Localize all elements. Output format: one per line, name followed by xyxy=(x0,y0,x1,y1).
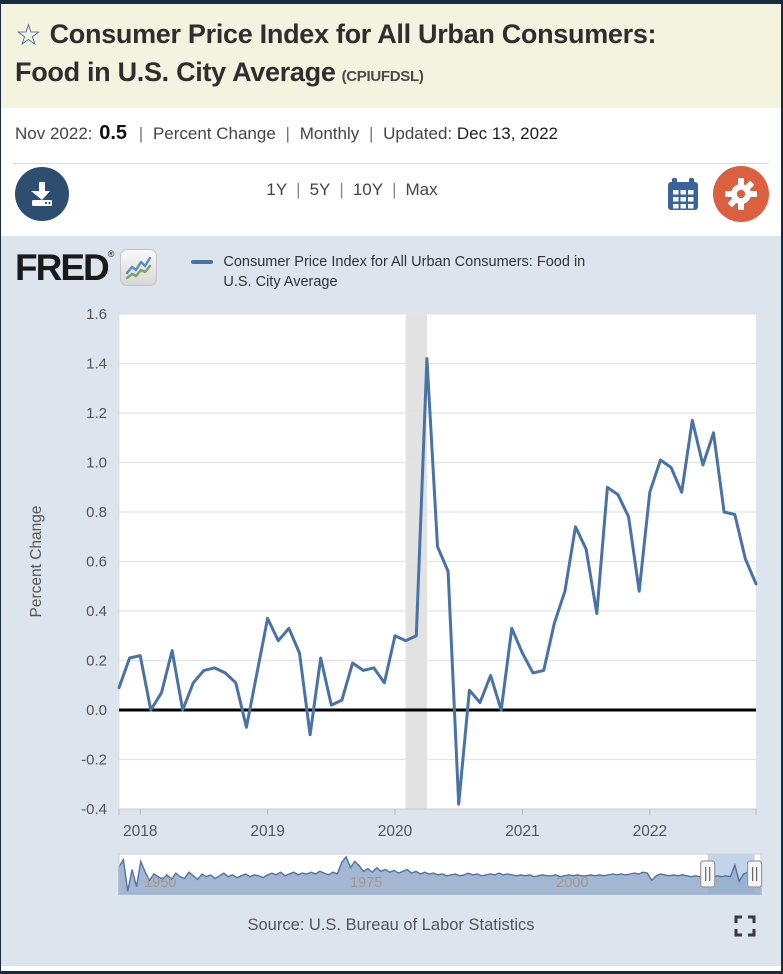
y-tick-label: 1.0 xyxy=(86,455,107,472)
meta-separator: | xyxy=(368,124,374,143)
y-tick-label: 0.0 xyxy=(86,702,107,719)
range-5y[interactable]: 5Y xyxy=(309,180,331,199)
graph-container: FRED ® Consumer Price Index for All Urba… xyxy=(1,236,781,966)
x-tick-label: 2022 xyxy=(633,823,667,840)
range-max[interactable]: Max xyxy=(405,180,438,199)
x-tick-label: 2020 xyxy=(378,823,413,840)
registered-mark: ® xyxy=(107,249,115,259)
fred-wordmark: FRED xyxy=(15,247,110,288)
observation-meta: Nov 2022: 0.5 | Percent Change | Monthly… xyxy=(1,108,781,155)
navigator-right-handle[interactable] xyxy=(746,860,763,888)
y-tick-label: -0.4 xyxy=(81,801,107,818)
navigator-year-label: 1975 xyxy=(350,875,382,891)
main-chart[interactable]: -0.4 -0.2 0.0 0.2 0.4 0.6 0.8 1.0 1.2 1.4 1.6 2018 2… xyxy=(1,306,783,906)
y-tick-label: 1.6 xyxy=(86,306,107,323)
navigator-left-handle[interactable] xyxy=(700,860,716,888)
x-tick-label: 2021 xyxy=(505,823,539,840)
y-tick-label: 0.8 xyxy=(86,504,107,521)
toolbar-right-icons xyxy=(661,166,769,222)
y-tick-label: 0.4 xyxy=(86,603,107,620)
x-tick-label: 2018 xyxy=(123,823,157,840)
title-line1: Consumer Price Index for All Urban Consu… xyxy=(49,19,657,49)
range-selector: 1Y | 5Y | 10Y | Max xyxy=(266,180,437,200)
download-icon xyxy=(31,182,52,206)
legend-line-swatch xyxy=(191,260,214,264)
fullscreen-button[interactable] xyxy=(733,914,757,938)
meta-separator: | xyxy=(285,124,290,143)
x-tick-label: 2019 xyxy=(250,823,284,840)
units-label: Percent Change xyxy=(152,124,276,143)
range-separator: | xyxy=(392,180,397,199)
settings-button[interactable] xyxy=(713,166,769,222)
navigator-year-label: 2000 xyxy=(556,875,588,891)
y-tick-label: 0.2 xyxy=(86,653,107,670)
source-attribution: Source: U.S. Bureau of Labor Statistics xyxy=(247,916,535,934)
y-tick-label: 1.2 xyxy=(86,405,107,422)
page-title: ☆ Consumer Price Index for All Urban Cons… xyxy=(15,17,767,90)
navigator-year-label: 1950 xyxy=(144,875,176,891)
range-10y[interactable]: 10Y xyxy=(352,180,384,199)
bottom-border-bar xyxy=(1,971,781,974)
fullscreen-icon xyxy=(734,915,756,937)
download-button[interactable] xyxy=(15,167,69,221)
y-tick-label: 1.4 xyxy=(86,356,107,373)
range-separator: | xyxy=(339,180,344,199)
range-1y[interactable]: 1Y xyxy=(266,180,288,199)
calendar-icon xyxy=(668,178,698,210)
series-line xyxy=(117,357,758,806)
meta-separator: | xyxy=(138,124,144,143)
gear-icon xyxy=(725,178,757,210)
legend-label: Consumer Price Index for All Urban Consu… xyxy=(223,254,586,290)
masthead: ☆ Consumer Price Index for All Urban Cons… xyxy=(1,4,781,108)
y-tick-label: -0.2 xyxy=(81,752,107,769)
y-tick-label: 0.6 xyxy=(86,554,107,571)
divider xyxy=(13,163,769,164)
frequency-label: Monthly xyxy=(299,124,360,143)
fred-logo[interactable]: FRED ® xyxy=(15,247,158,288)
updated-date: Dec 13, 2022 xyxy=(456,124,558,143)
range-separator: | xyxy=(296,180,301,199)
fred-logo-chart-icon xyxy=(120,249,158,286)
navigator-area xyxy=(118,855,762,895)
title-line2: Food in U.S. City Average xyxy=(15,57,336,88)
favorite-star-icon[interactable]: ☆ xyxy=(15,19,42,52)
updated-label: Updated: xyxy=(383,124,453,143)
brand-row: FRED ® Consumer Price Index for All Urba… xyxy=(15,249,771,292)
top-border-bar xyxy=(1,0,781,4)
obs-value: 0.5 xyxy=(99,122,128,144)
toolbar: 1Y | 5Y | 10Y | Max xyxy=(1,164,781,236)
y-axis-title: Percent Change xyxy=(28,505,45,617)
obs-date: Nov 2022: xyxy=(15,124,93,143)
legend: Consumer Price Index for All Urban Consu… xyxy=(191,249,585,292)
series-id: (CPIUFDSL) xyxy=(341,68,424,86)
date-range-button[interactable] xyxy=(661,172,705,216)
